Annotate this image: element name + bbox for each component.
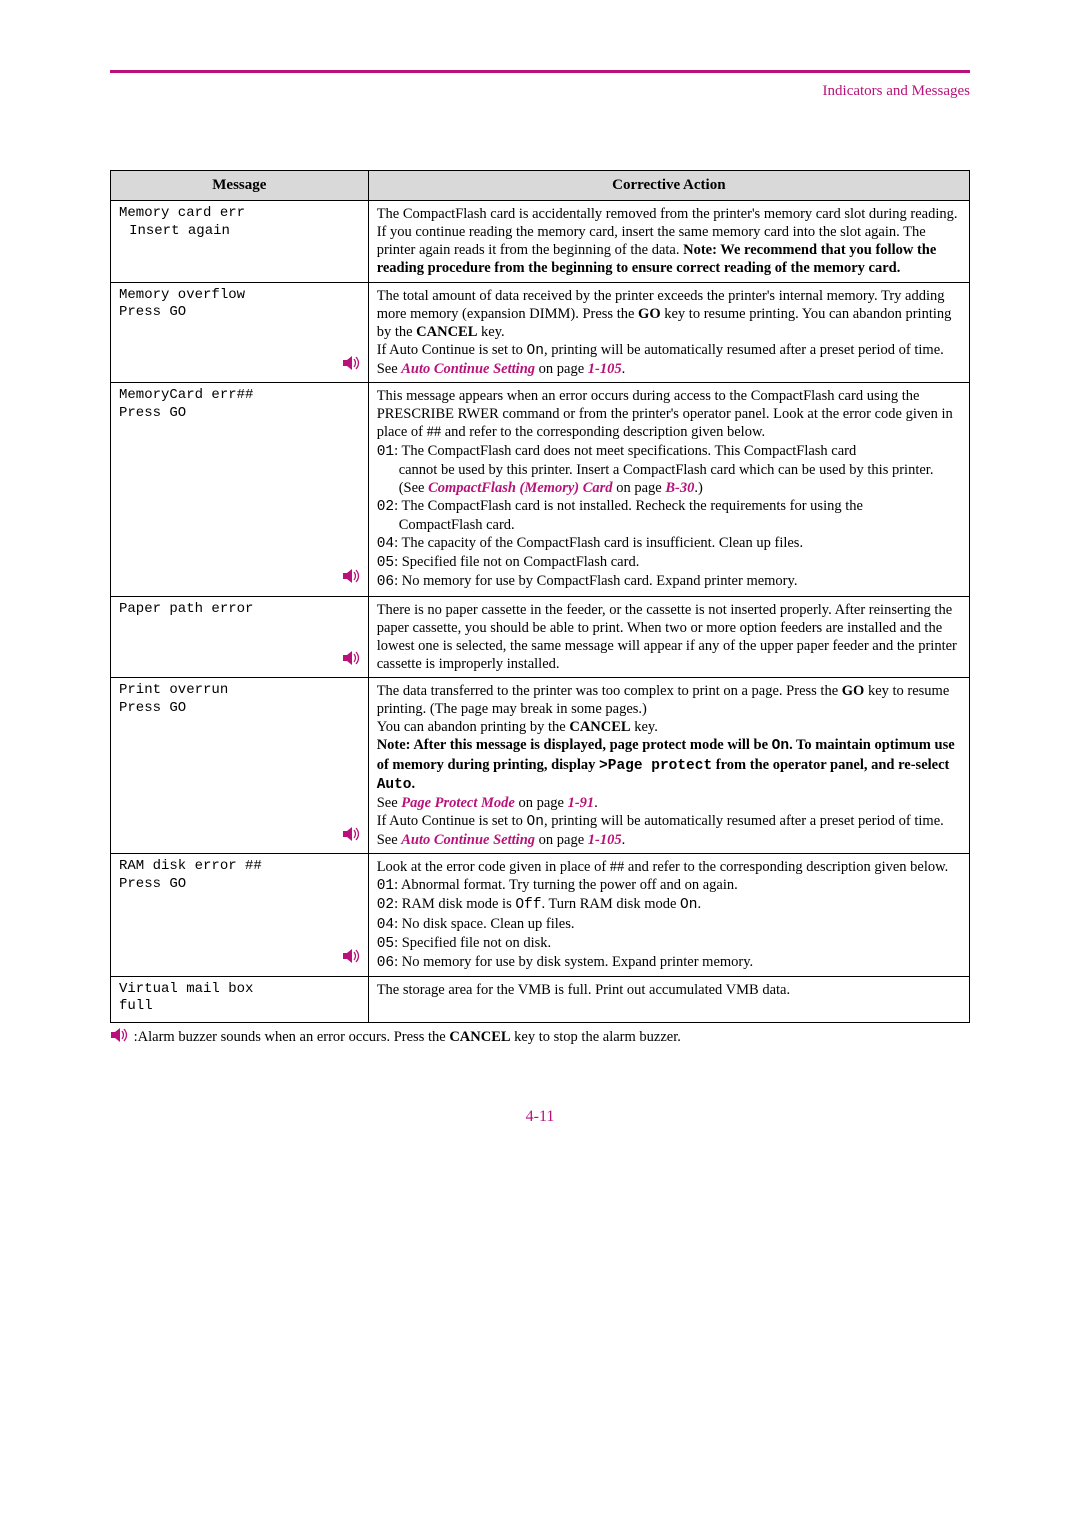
message-cell: MemoryCard err##Press GO bbox=[111, 383, 369, 596]
table-row: Print overrunPress GOThe data transferre… bbox=[111, 678, 970, 854]
action-cell: Look at the error code given in place of… bbox=[368, 854, 969, 977]
page-number: 4-11 bbox=[110, 1108, 970, 1126]
message-cell: Print overrunPress GO bbox=[111, 678, 369, 854]
table-row: Memory card errInsert againThe CompactFl… bbox=[111, 201, 970, 283]
message-cell: Virtual mail boxfull bbox=[111, 976, 369, 1022]
table-row: MemoryCard err##Press GOThis message app… bbox=[111, 383, 970, 596]
message-cell: Paper path error bbox=[111, 596, 369, 678]
section-header: Indicators and Messages bbox=[110, 83, 970, 100]
table-row: Memory overflowPress GOThe total amount … bbox=[111, 282, 970, 383]
action-cell: The data transferred to the printer was … bbox=[368, 678, 969, 854]
footnote-key: CANCEL bbox=[449, 1029, 510, 1045]
top-rule bbox=[110, 70, 970, 73]
footnote: :Alarm buzzer sounds when an error occur… bbox=[110, 1027, 970, 1048]
action-cell: There is no paper cassette in the feeder… bbox=[368, 596, 969, 678]
message-cell: RAM disk error ##Press GO bbox=[111, 854, 369, 977]
buzzer-icon bbox=[342, 948, 362, 971]
buzzer-icon bbox=[342, 826, 362, 849]
action-cell: This message appears when an error occur… bbox=[368, 383, 969, 596]
col-header-message: Message bbox=[111, 171, 369, 201]
footnote-text-2: key to stop the alarm buzzer. bbox=[511, 1029, 681, 1045]
buzzer-icon bbox=[342, 355, 362, 378]
page-container: Indicators and Messages Message Correcti… bbox=[0, 0, 1080, 1176]
action-cell: The CompactFlash card is accidentally re… bbox=[368, 201, 969, 283]
buzzer-icon bbox=[342, 568, 362, 591]
table-row: RAM disk error ##Press GOLook at the err… bbox=[111, 854, 970, 977]
table-row: Paper path errorThere is no paper casset… bbox=[111, 596, 970, 678]
messages-table: Message Corrective Action Memory card er… bbox=[110, 170, 970, 1023]
buzzer-icon bbox=[110, 1027, 130, 1048]
table-row: Virtual mail boxfullThe storage area for… bbox=[111, 976, 970, 1022]
action-cell: The storage area for the VMB is full. Pr… bbox=[368, 976, 969, 1022]
message-cell: Memory card errInsert again bbox=[111, 201, 369, 283]
buzzer-icon bbox=[342, 650, 362, 673]
footnote-text-1: :Alarm buzzer sounds when an error occur… bbox=[134, 1029, 450, 1045]
action-cell: The total amount of data received by the… bbox=[368, 282, 969, 383]
col-header-action: Corrective Action bbox=[368, 171, 969, 201]
message-cell: Memory overflowPress GO bbox=[111, 282, 369, 383]
